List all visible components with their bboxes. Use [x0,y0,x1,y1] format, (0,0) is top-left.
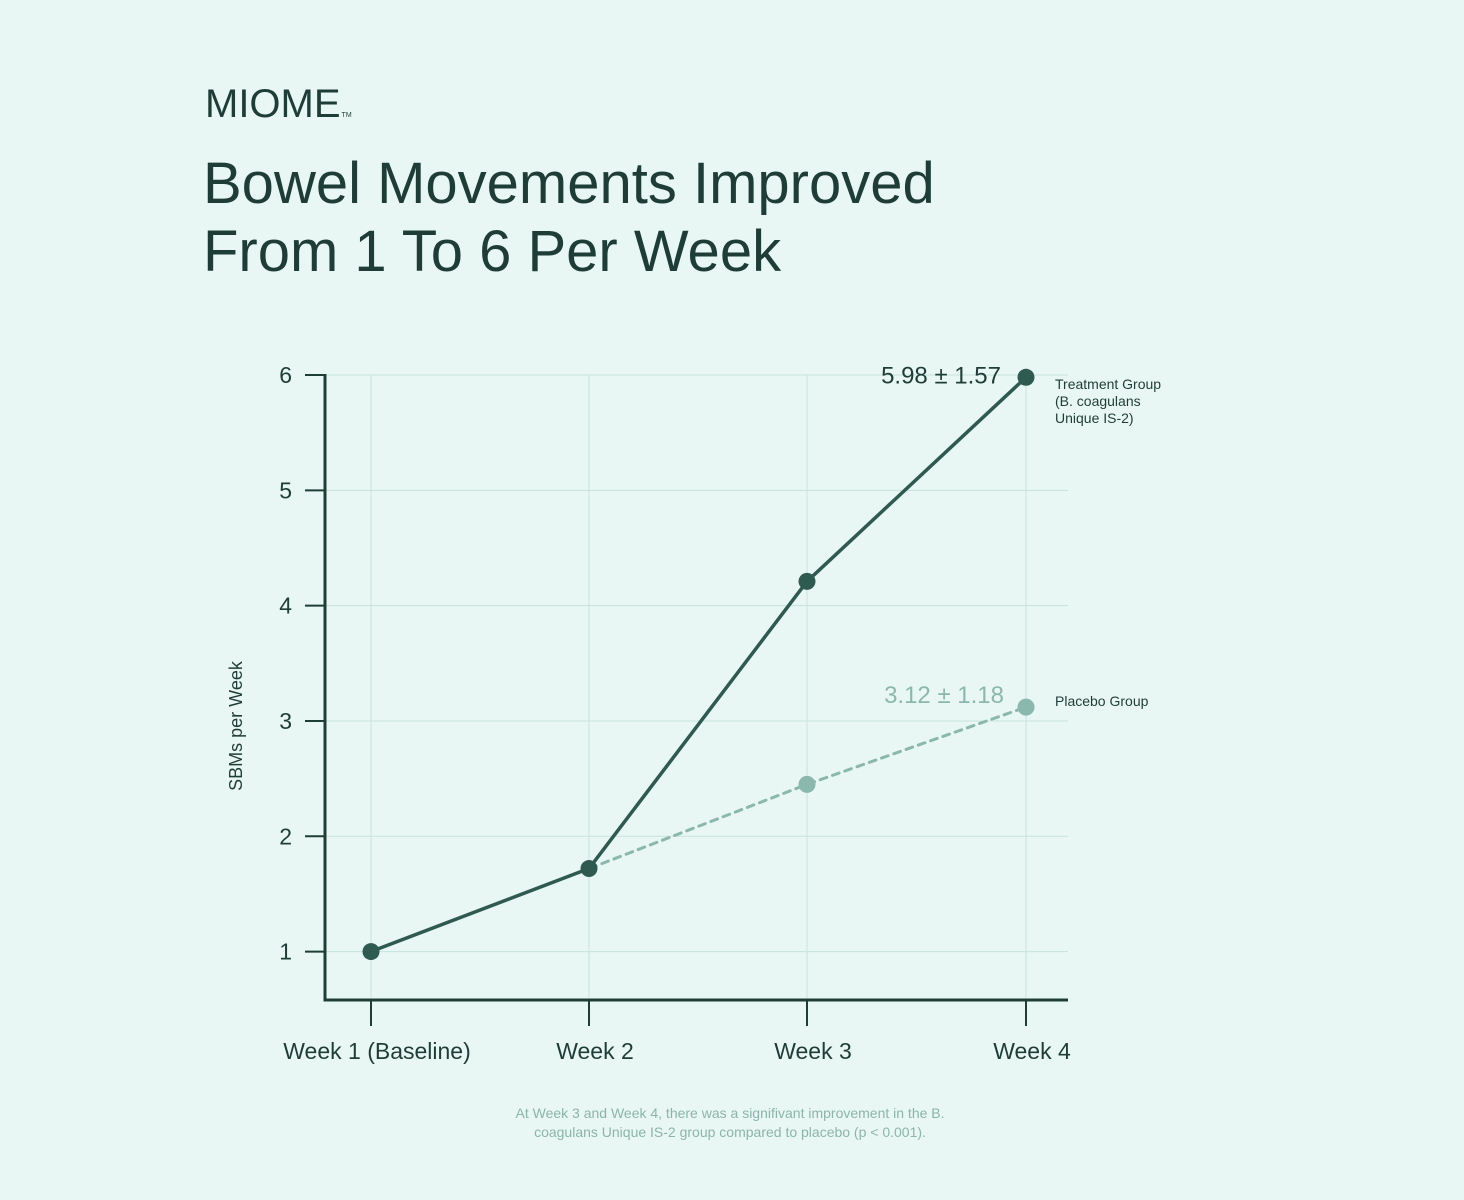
y-tick-label: 6 [279,362,292,388]
footnote-line-2: coagulans Unique IS-2 group compared to … [534,1124,926,1140]
placebo-data-point [1017,698,1035,716]
y-tick-label: 1 [279,939,292,965]
y-tick-label: 5 [279,477,292,503]
treatment-series-line [369,375,1028,954]
title-line-2: From 1 To 6 Per Week [203,219,782,284]
treatment-data-point [798,572,816,590]
treatment-series-label: Treatment Group [1055,376,1161,392]
title-line-1: Bowel Movements Improved [203,151,935,216]
x-tick-label: Week 2 [556,1038,634,1064]
treatment-data-point [1017,368,1035,386]
y-tick-label: 3 [279,708,292,734]
placebo-series-label: Placebo Group [1055,693,1149,709]
treatment-series-label: (B. coagulans [1055,393,1141,409]
x-tick-label: Week 1 (Baseline) [283,1038,471,1064]
brand-logo: MIOME TM [205,82,352,126]
y-tick-label: 2 [279,823,292,849]
brand-name: MIOME [205,82,341,126]
footnote: At Week 3 and Week 4, there was a signif… [430,1104,1030,1142]
x-tick-label: Week 3 [774,1038,852,1064]
y-axis-title: SBMs per Week [226,660,246,791]
placebo-data-point [798,775,816,793]
placebo-end-annotation: 3.12 ± 1.18 [884,682,1004,709]
page-title: Bowel Movements Improved From 1 To 6 Per… [203,150,1103,286]
treatment-data-point [362,943,380,961]
treatment-end-annotation: 5.98 ± 1.57 [881,362,1001,389]
x-tick-label: Week 4 [993,1038,1071,1064]
treatment-series-label: Unique IS-2) [1055,410,1134,426]
trademark-mark: TM [341,112,352,119]
treatment-data-point [580,860,598,878]
y-tick-label: 4 [279,593,292,619]
footnote-line-1: At Week 3 and Week 4, there was a signif… [515,1105,945,1121]
